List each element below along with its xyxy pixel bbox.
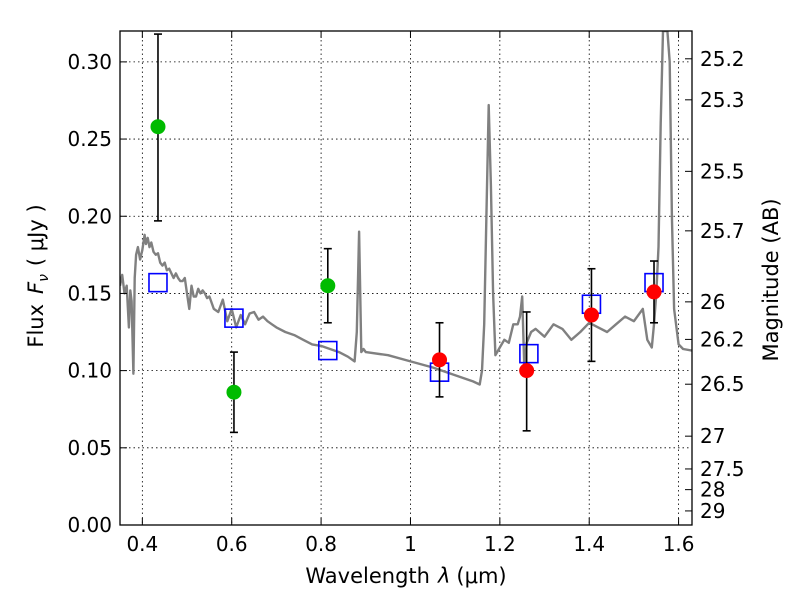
y-tick-label: 0.30	[67, 50, 112, 74]
observed-flux-point	[646, 284, 662, 300]
y2-tick-label: 28	[700, 478, 725, 502]
model-band-marker	[317, 340, 338, 361]
observed-flux-point	[519, 363, 535, 379]
model-band-marker	[519, 343, 539, 364]
x-tick-label: 1.2	[484, 532, 516, 556]
y-tick-label: 0.05	[67, 436, 112, 460]
y-axis-label: FluxFν( μJy )	[24, 204, 52, 347]
y2-tick-label: 26.2	[700, 327, 745, 351]
model-band-marker	[224, 308, 244, 328]
y2-tick-label: 27.5	[700, 457, 745, 481]
y-tick-label: 0.15	[67, 281, 112, 305]
x-tick-label: 0.8	[305, 532, 337, 556]
x-tick-label: 1	[404, 532, 417, 556]
y2-tick-label: 25.7	[700, 219, 745, 243]
series-group	[120, 31, 692, 434]
x-tick-label: 1.4	[573, 532, 605, 556]
y-tick-label: 0.00	[67, 513, 112, 537]
x-axis-label: Wavelength λ (μm)	[305, 564, 506, 588]
observed-flux-point	[432, 352, 448, 368]
axes-ticks: 0.4 0.6 0.8 1 1.2 1.4 1.6 0.00 0.05 0.10 0.15 0.20 0…	[67, 31, 745, 556]
y2-tick-label: 29	[700, 499, 725, 523]
model-spectrum-line	[120, 31, 692, 386]
y2-tick-label: 26.5	[700, 372, 745, 396]
y-tick-label: 0.10	[67, 359, 112, 383]
y-tick-label: 0.20	[67, 204, 112, 228]
y2-tick-label: 25.3	[700, 88, 745, 112]
observed-flux-point	[320, 278, 336, 294]
observed-flux-point	[583, 307, 599, 323]
grid	[120, 31, 692, 526]
plot-area	[120, 31, 692, 434]
y2-tick-label: 25.5	[700, 159, 745, 183]
x-tick-label: 1.6	[663, 532, 695, 556]
x-tick-label: 0.6	[216, 532, 248, 556]
observed-flux-point	[226, 384, 242, 400]
model-band-marker	[148, 272, 168, 293]
y2-axis-label: Magnitude (AB)	[759, 198, 783, 361]
plot-frame	[119, 30, 693, 526]
observed-flux-point	[150, 119, 166, 135]
y2-tick-label: 25.2	[700, 47, 745, 71]
x-tick-label: 0.4	[126, 532, 158, 556]
y2-tick-label: 26	[700, 290, 725, 314]
y-tick-label: 0.25	[67, 127, 112, 151]
y2-tick-label: 27	[700, 424, 725, 448]
